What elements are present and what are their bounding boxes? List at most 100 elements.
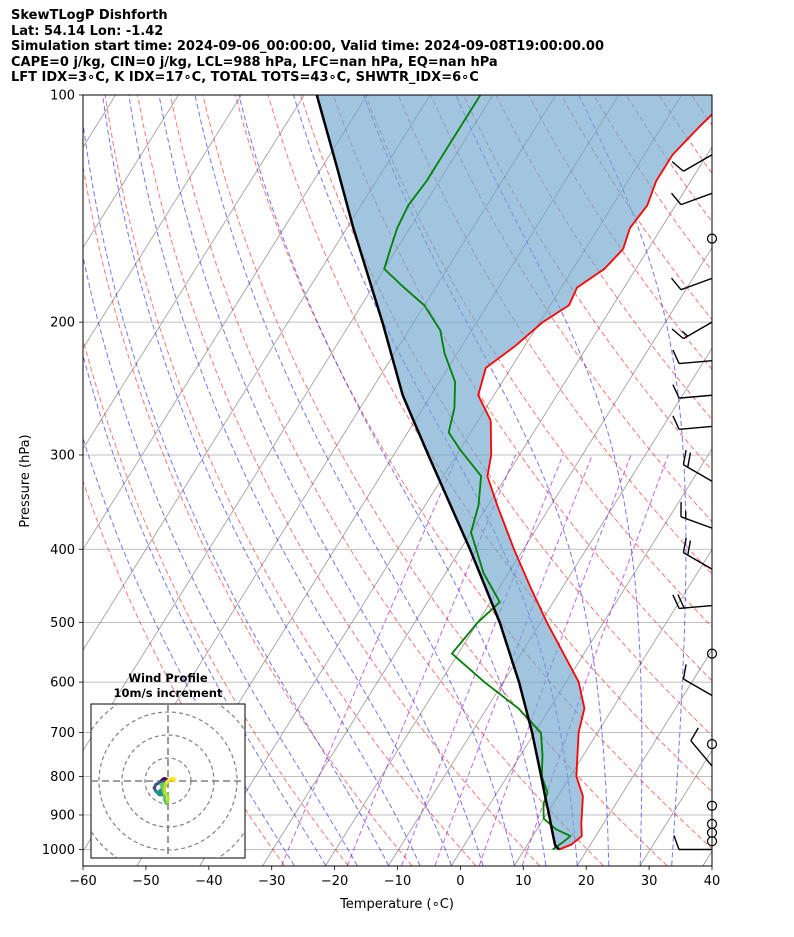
dry-adiabat: [724, 95, 794, 866]
dry-adiabat: [397, 95, 712, 575]
x-tick-label: −20: [321, 874, 348, 889]
dry-adiabat: [202, 95, 668, 866]
dewpoint-line: [383, 95, 572, 851]
x-tick-label: −50: [132, 874, 159, 889]
wind-barb: [706, 648, 718, 659]
dry-adiabat: [365, 95, 712, 628]
y-axis-label: Pressure (hPa): [18, 434, 33, 527]
wind-barbs: [670, 154, 718, 851]
dry-adiabat: [137, 95, 540, 866]
chart-title: SkewTLogP Dishforth: [11, 8, 168, 23]
y-tick-label: 500: [50, 616, 75, 631]
dry-adiabat: [104, 95, 476, 866]
wind-barb: [706, 739, 718, 750]
wind-barb: [672, 594, 713, 610]
y-tick-label: 700: [50, 726, 75, 741]
mixing-ratio-line: [434, 454, 593, 866]
x-tick-label: −10: [384, 874, 411, 889]
moist-adiabat: [238, 95, 547, 866]
dry-adiabat: [83, 337, 349, 866]
x-tick-label: −60: [69, 874, 96, 889]
temperature-line: [477, 113, 712, 851]
wind-barb: [680, 501, 713, 529]
dry-adiabat: [757, 95, 794, 866]
isotherm-line: [702, 850, 712, 866]
isotherm-line: [576, 649, 712, 866]
wind-barb: [690, 727, 713, 767]
y-tick-label: 100: [50, 89, 75, 104]
y-tick-label: 600: [50, 676, 75, 691]
wind-barb: [706, 800, 718, 811]
y-tick-label: 200: [50, 316, 75, 331]
isotherm-line: [639, 749, 712, 866]
wind-barb: [671, 154, 713, 172]
x-tick-label: 0: [456, 874, 464, 889]
wind-barb: [670, 277, 713, 291]
y-tick-label: 1000: [42, 843, 75, 858]
wind-barb: [706, 818, 718, 830]
indices-line: LFT IDX=3∘C, K IDX=17∘C, TOTAL TOTS=43∘C…: [11, 70, 479, 85]
isotherm-line: [83, 95, 242, 350]
x-axis-label: Temperature (∘C): [339, 897, 454, 912]
moist-adiabat: [158, 95, 484, 866]
wind-barb: [682, 449, 713, 482]
wind-barb: [682, 537, 713, 570]
x-tick-label: −40: [195, 874, 222, 889]
isotherm-line: [83, 95, 368, 551]
location-line: Lat: 54.14 Lon: -1.42: [11, 23, 164, 39]
dry-adiabat: [691, 95, 712, 127]
x-tick-label: 20: [578, 874, 595, 889]
x-tick-label: 40: [704, 874, 721, 889]
dry-adiabat: [267, 95, 712, 793]
moist-adiabat: [578, 95, 687, 866]
isotherm-line: [83, 95, 305, 450]
isotherm-line: [325, 246, 712, 866]
isotherm-line: [83, 95, 431, 651]
dry-adiabat: [462, 95, 712, 471]
hodograph-subtitle: 10m/s increment: [114, 686, 223, 700]
isotherm-line: [766, 95, 794, 865]
y-tick-label: 900: [50, 808, 75, 823]
moist-adiabat: [128, 95, 452, 866]
wind-barb: [671, 321, 713, 340]
dry-adiabat: [300, 95, 712, 737]
dry-adiabat: [495, 95, 712, 421]
y-tick-label: 300: [50, 448, 75, 463]
x-tick-label: −30: [258, 874, 285, 889]
moist-adiabat: [363, 95, 610, 866]
isotherm-line: [262, 146, 712, 866]
mixing-ratio-line: [346, 454, 517, 866]
time-line: Simulation start time: 2024-09-06_00:00:…: [11, 39, 604, 54]
mixing-ratio-line: [401, 454, 564, 866]
hodograph-title: Wind Profile: [128, 671, 208, 685]
wind-barb: [706, 233, 718, 244]
sounding-profiles: [315, 95, 712, 851]
wind-barb: [672, 349, 713, 365]
x-tick-label: 30: [641, 874, 658, 889]
moist-adiabat: [194, 95, 515, 866]
isotherm-line: [83, 95, 179, 249]
x-tick-label: 10: [515, 874, 532, 889]
isotherm-line: [514, 548, 712, 866]
stable-area-fill: [316, 95, 712, 850]
chart-header: SkewTLogP Dishforth Lat: 54.14 Lon: -1.4…: [11, 8, 604, 86]
parcel-path-line: [315, 95, 560, 851]
moist-adiabat: [83, 353, 327, 866]
mixing-ratio-line: [281, 454, 459, 866]
wind-barb: [670, 192, 713, 206]
wind-barb: [673, 835, 712, 851]
moist-adiabat: [102, 95, 421, 866]
wind-barb: [672, 384, 713, 399]
hodograph-trace-segment: [171, 777, 177, 782]
dry-adiabat: [332, 95, 712, 682]
wind-barb: [682, 664, 713, 697]
y-tick-label: 400: [50, 543, 75, 558]
dry-adiabat: [430, 95, 712, 523]
background-lines: [83, 95, 794, 866]
y-tick-label: 800: [50, 770, 75, 785]
moist-adiabat: [83, 119, 390, 866]
cape-line: CAPE=0 j/kg, CIN=0 j/kg, LCL=988 hPa, LF…: [11, 54, 498, 70]
